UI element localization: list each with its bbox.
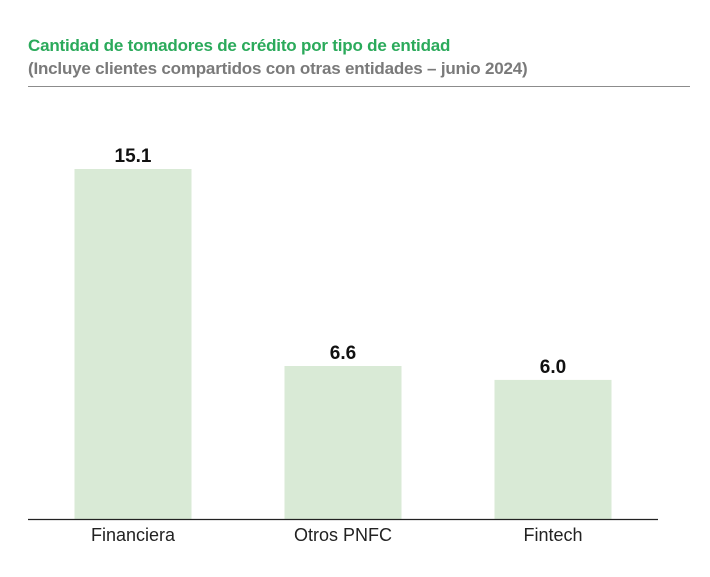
bar-financiera — [74, 169, 192, 519]
value-labels-layer: 15.1 6.6 6.0 — [115, 146, 567, 378]
value-label-otros-pnfc: 6.6 — [330, 343, 356, 364]
value-label-fintech: 6.0 — [540, 357, 566, 378]
value-label-financiera: 15.1 — [115, 146, 152, 167]
bar-otros-pnfc — [284, 366, 402, 519]
x-tick-label-otros-pnfc: Otros PNFC — [294, 525, 392, 545]
chart-subtitle: (Incluye clientes compartidos con otras … — [28, 59, 528, 78]
bars-layer — [74, 169, 612, 519]
x-tick-label-fintech: Fintech — [523, 525, 582, 545]
x-tick-labels-layer: Financiera Otros PNFC Fintech — [91, 525, 583, 545]
x-tick-label-financiera: Financiera — [91, 525, 176, 545]
bar-fintech — [494, 379, 612, 519]
header-divider — [28, 86, 690, 87]
chart-title: Cantidad de tomadores de crédito por tip… — [28, 36, 451, 55]
